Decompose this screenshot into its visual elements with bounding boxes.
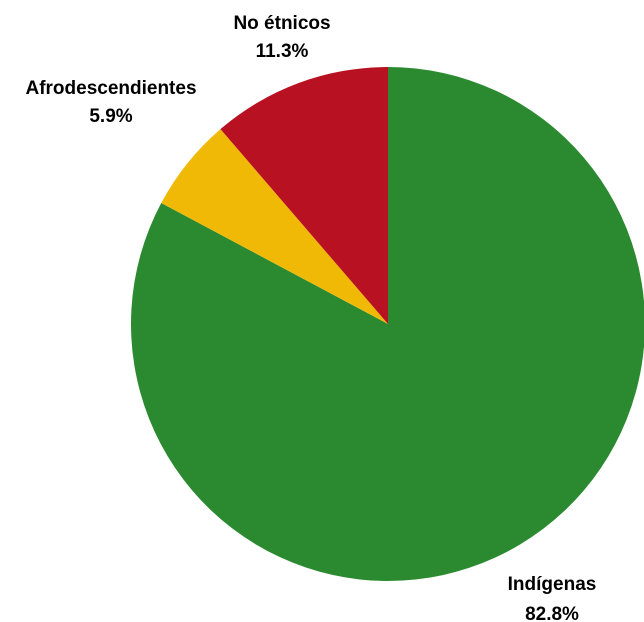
pie-slices [131,67,644,581]
pie-labels: Indígenas 82.8% Afrodescendientes 5.9% N… [25,13,596,622]
slice-value-indigenas: 82.8% [525,604,579,622]
pie-slice-no-etnicos [220,67,388,324]
pie-slice-afrodescendientes [161,129,388,324]
slice-label-no-etnicos: No étnicos [233,13,330,34]
slice-label-indigenas: Indígenas [508,574,597,595]
pie-slice-indigenas [131,67,644,581]
slice-label-afrodescendientes: Afrodescendientes [25,78,196,99]
slice-value-no-etnicos: 11.3% [256,41,309,62]
slice-value-afrodescendientes: 5.9% [89,106,132,127]
